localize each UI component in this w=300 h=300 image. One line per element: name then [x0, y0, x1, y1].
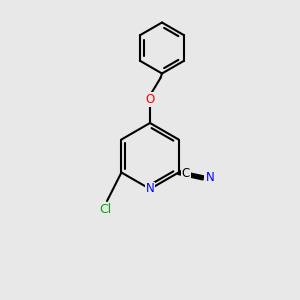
Text: Cl: Cl — [99, 203, 112, 216]
Text: O: O — [146, 93, 154, 106]
Text: C: C — [182, 167, 190, 180]
Text: N: N — [146, 182, 154, 196]
Text: N: N — [206, 171, 214, 184]
